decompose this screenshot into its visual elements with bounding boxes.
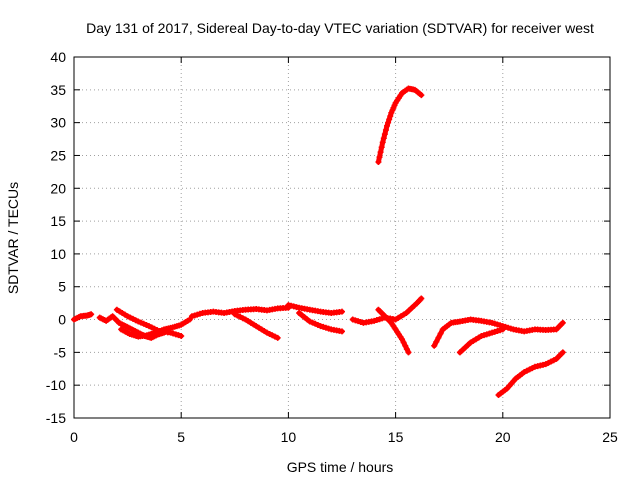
y-tick-label: 35 <box>50 82 66 98</box>
axis-layer: 0 5 10 15 20 25 -15 -10 -5 0 5 10 15 20 25 30 35 40 <box>46 49 618 445</box>
y-tick-label: 20 <box>50 180 66 196</box>
series-track-10 <box>375 306 412 356</box>
data-point <box>385 119 392 126</box>
series-track-13 <box>456 326 506 356</box>
data-point <box>418 295 425 302</box>
series-trace <box>457 326 506 355</box>
y-tick-label: 15 <box>50 213 66 229</box>
y-tick-label: 0 <box>58 312 66 328</box>
x-tick-label: 0 <box>70 429 78 445</box>
y-tick-label: 25 <box>50 147 66 163</box>
y-tick-label: 10 <box>50 246 66 262</box>
series-track-7 <box>285 302 345 316</box>
y-tick-label: 30 <box>50 115 66 131</box>
data-point <box>339 328 345 335</box>
data-point <box>402 342 409 349</box>
data-point <box>375 159 382 166</box>
data-point <box>405 349 412 356</box>
data-point <box>417 296 424 303</box>
chart-title: Day 131 of 2017, Sidereal Day-to-day VTE… <box>86 20 594 36</box>
series-track-1 <box>71 311 95 323</box>
data-point <box>400 339 407 346</box>
data-point <box>377 149 384 156</box>
series-track-11 <box>375 85 425 166</box>
data-point <box>379 139 386 146</box>
x-axis-label: GPS time / hours <box>287 459 394 475</box>
data-point <box>433 338 440 345</box>
data-point <box>382 127 389 134</box>
x-tick-label: 5 <box>177 429 185 445</box>
y-tick-label: -5 <box>54 344 67 360</box>
data-point <box>559 349 566 356</box>
data-point <box>88 311 95 318</box>
x-tick-label: 20 <box>495 429 511 445</box>
x-tick-label: 25 <box>602 429 618 445</box>
series-track-6 <box>231 311 281 341</box>
data-point <box>376 154 383 161</box>
data-point <box>387 113 394 120</box>
y-tick-label: 40 <box>50 49 66 65</box>
y-tick-label: -15 <box>46 410 66 426</box>
data-point <box>403 346 410 353</box>
data-point <box>178 332 185 339</box>
data-point <box>386 116 393 123</box>
data-point <box>381 131 388 138</box>
series-track-8 <box>296 309 345 335</box>
data-point <box>431 342 438 349</box>
data-point <box>274 334 281 341</box>
data-point <box>384 122 391 129</box>
data-point <box>499 326 506 333</box>
series-track-5 <box>188 304 292 320</box>
series-track-14 <box>495 349 566 399</box>
data-point <box>435 334 442 341</box>
plot-frame <box>73 56 611 419</box>
data-point <box>378 144 385 151</box>
y-tick-label: 5 <box>58 279 66 295</box>
data-point <box>339 308 345 315</box>
grid-layer <box>74 57 610 418</box>
series-track-12 <box>431 316 566 349</box>
series-track-4 <box>118 316 193 340</box>
data-point <box>418 92 425 99</box>
y-axis-label: SDTVAR / TECUs <box>5 182 21 294</box>
data-point <box>399 336 406 343</box>
x-tick-label: 10 <box>281 429 297 445</box>
data-point <box>380 135 387 142</box>
data-point <box>559 319 566 326</box>
y-tick-label: -10 <box>46 377 66 393</box>
x-tick-label: 15 <box>388 429 404 445</box>
data-point <box>437 330 444 337</box>
data-layer <box>71 85 566 399</box>
